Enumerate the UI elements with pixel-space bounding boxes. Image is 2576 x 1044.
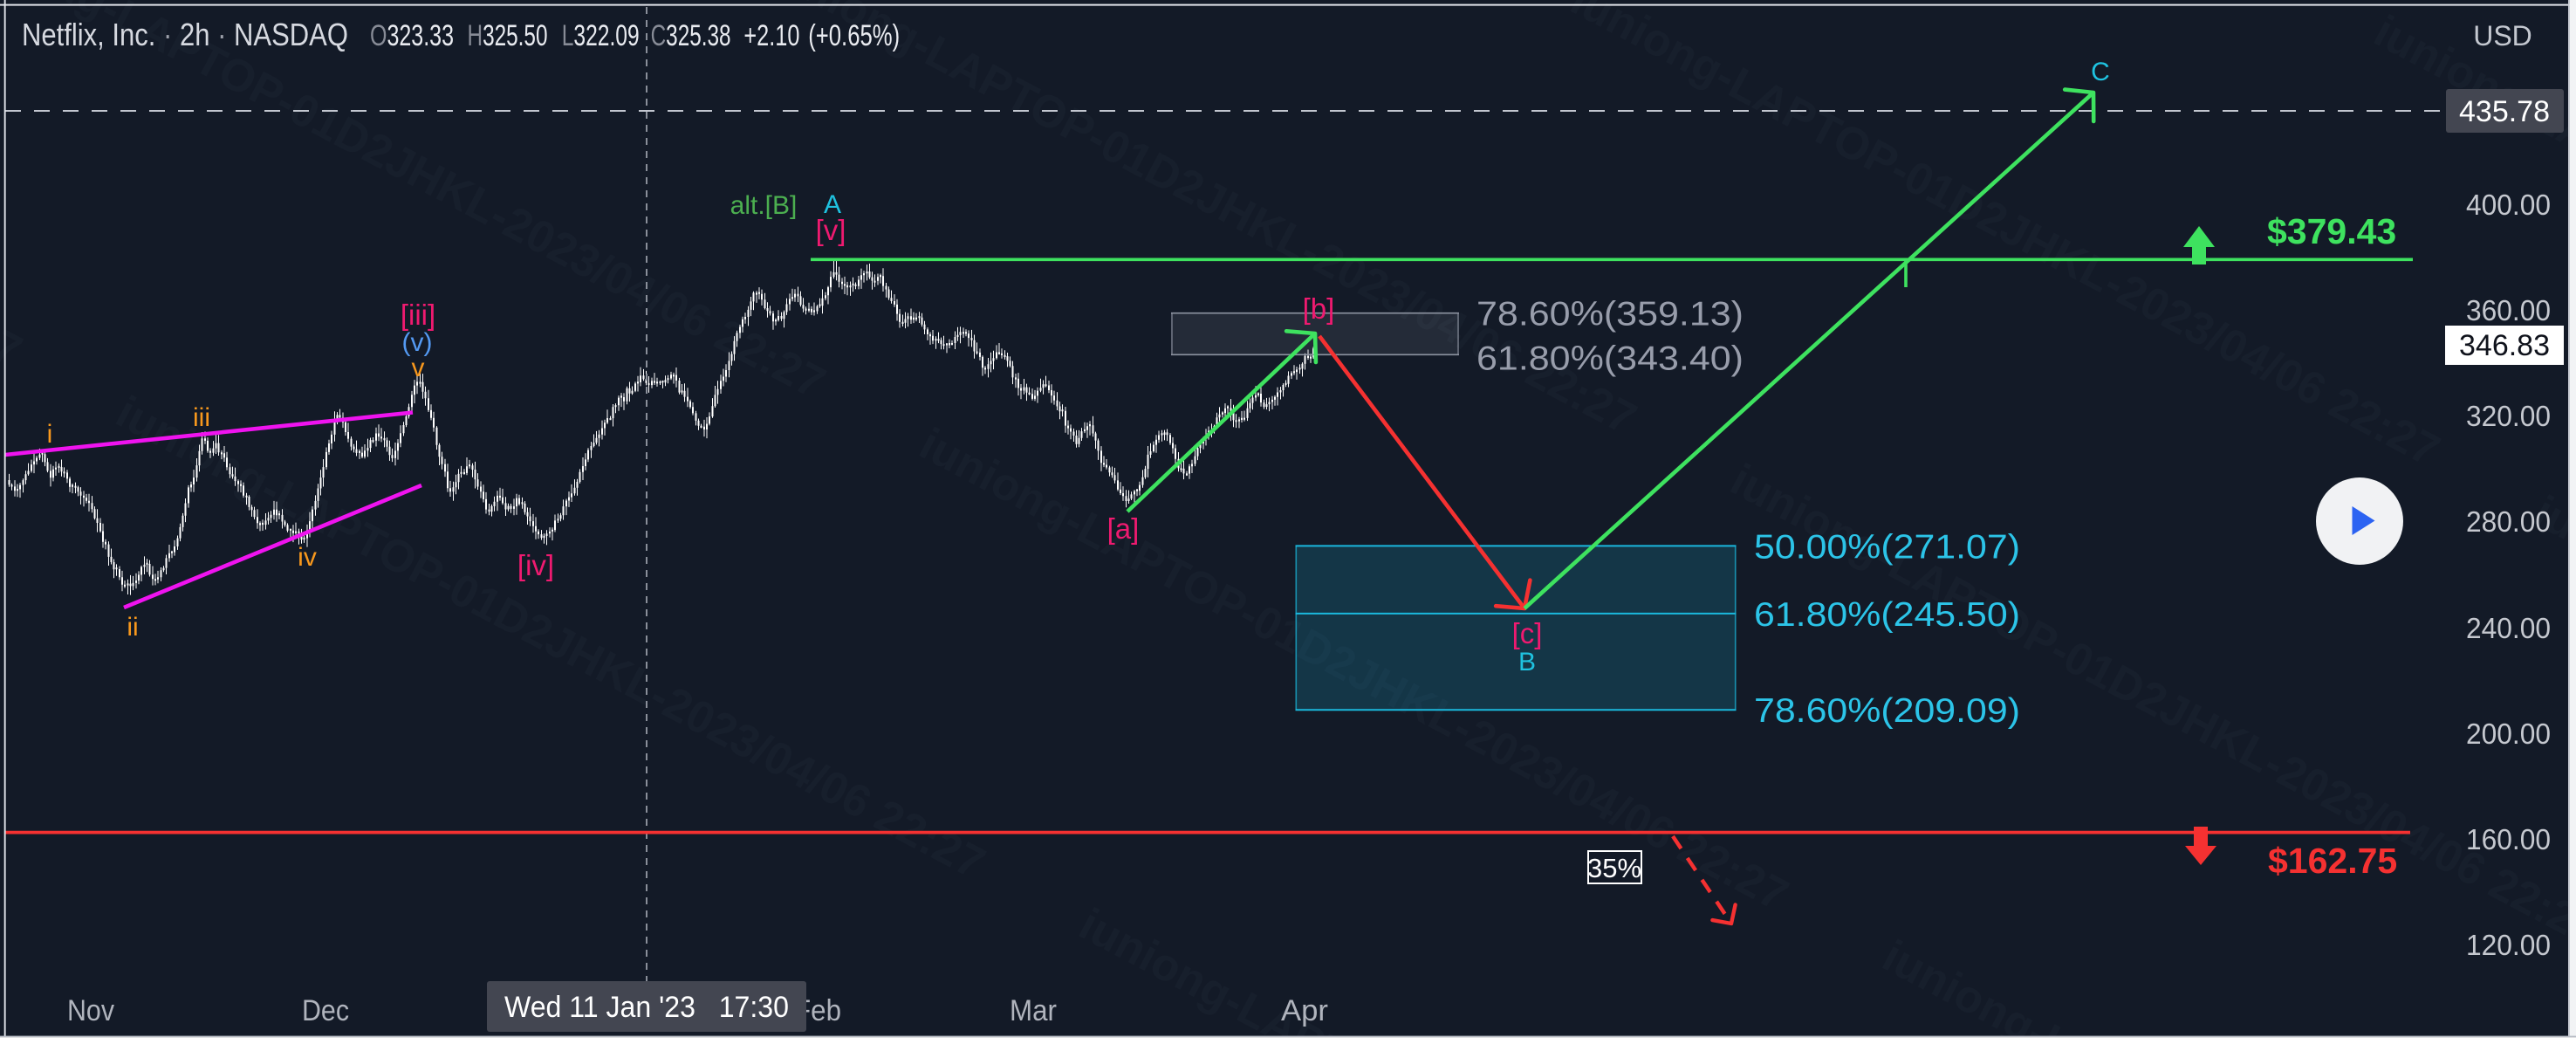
svg-text:435.78: 435.78 <box>2459 95 2550 128</box>
svg-text:iii: iii <box>193 403 210 432</box>
svg-text:[iii]: [iii] <box>401 299 435 331</box>
svg-text:360.00: 360.00 <box>2466 294 2551 326</box>
svg-text:[v]: [v] <box>816 214 846 246</box>
svg-text:USD: USD <box>2473 20 2532 52</box>
svg-text:160.00: 160.00 <box>2466 823 2551 855</box>
svg-text:Wed 11 Jan '23 17:30: Wed 11 Jan '23 17:30 <box>504 991 789 1024</box>
svg-text:[b]: [b] <box>1303 292 1335 325</box>
svg-text:$162.75: $162.75 <box>2268 841 2397 881</box>
svg-text:O323.33: O323.33 <box>370 19 454 52</box>
svg-text:Dec: Dec <box>302 994 349 1027</box>
svg-text:Nov: Nov <box>67 994 114 1027</box>
svg-text:[a]: [a] <box>1107 512 1140 545</box>
svg-text:L322.09: L322.09 <box>562 19 640 52</box>
svg-text:78.60%(359.13): 78.60%(359.13) <box>1476 296 1744 333</box>
svg-text:$379.43: $379.43 <box>2267 211 2396 251</box>
svg-text:120.00: 120.00 <box>2466 929 2551 961</box>
svg-text:400.00: 400.00 <box>2466 189 2551 221</box>
svg-text:(v): (v) <box>402 328 433 357</box>
svg-text:78.60%(209.09): 78.60%(209.09) <box>1754 692 2020 730</box>
svg-text:240.00: 240.00 <box>2466 612 2551 644</box>
svg-text:200.00: 200.00 <box>2466 718 2551 750</box>
svg-text:61.80%(245.50): 61.80%(245.50) <box>1754 596 2020 634</box>
svg-text:(+0.65%): (+0.65%) <box>808 19 900 52</box>
svg-text:v: v <box>412 354 425 382</box>
svg-text:+2.10: +2.10 <box>743 19 799 52</box>
svg-text:346.83: 346.83 <box>2459 329 2550 362</box>
svg-text:35%: 35% <box>1587 853 1641 883</box>
svg-text:50.00%(271.07): 50.00%(271.07) <box>1754 528 2020 566</box>
svg-text:Mar: Mar <box>1010 994 1057 1027</box>
svg-text:Apr: Apr <box>1281 994 1328 1027</box>
svg-text:C: C <box>2091 58 2110 86</box>
svg-text:320.00: 320.00 <box>2466 400 2551 432</box>
svg-text:B: B <box>1518 648 1536 677</box>
svg-text:ii: ii <box>127 613 138 642</box>
svg-text:iv: iv <box>298 543 317 572</box>
svg-text:61.80%(343.40): 61.80%(343.40) <box>1476 340 1744 378</box>
svg-text:[c]: [c] <box>1512 617 1543 649</box>
svg-text:alt.[B]: alt.[B] <box>730 191 798 220</box>
svg-text:H325.50: H325.50 <box>468 19 548 52</box>
svg-text:Netflix, Inc. · 2h · NASDAQ: Netflix, Inc. · 2h · NASDAQ <box>22 17 348 52</box>
svg-text:A: A <box>824 190 841 219</box>
svg-text:C325.38: C325.38 <box>651 19 731 52</box>
svg-text:i: i <box>47 420 53 449</box>
svg-text:[iv]: [iv] <box>517 549 554 581</box>
svg-text:280.00: 280.00 <box>2466 505 2551 538</box>
